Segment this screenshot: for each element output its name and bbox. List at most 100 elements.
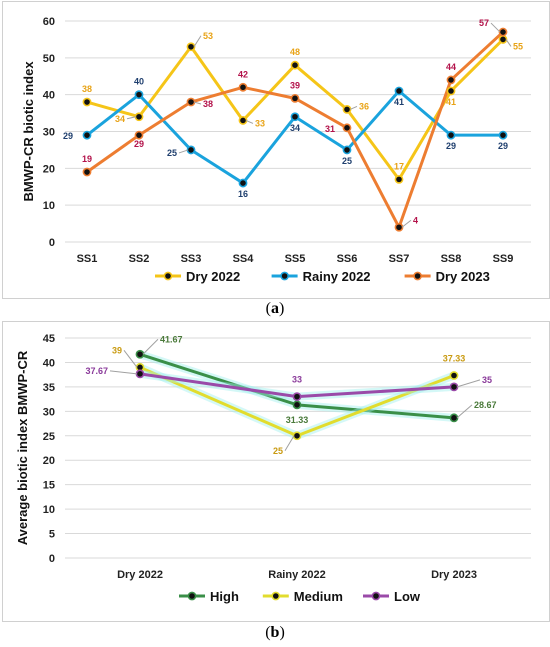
data-label: 37.67 [85, 366, 108, 376]
leader-line [505, 39, 512, 47]
data-point [446, 86, 456, 96]
data-point [290, 93, 300, 103]
data-point [394, 86, 404, 96]
legend-marker [163, 271, 173, 281]
legend-marker [413, 271, 422, 281]
data-point [135, 349, 145, 359]
x-tick-label: SS7 [389, 253, 410, 265]
legend-label: Rainy 2022 [303, 269, 371, 284]
data-label: 48 [290, 47, 300, 57]
y-tick-label: 0 [49, 237, 55, 249]
data-point [292, 431, 302, 441]
data-point [82, 97, 92, 107]
x-tick-label: SS3 [181, 253, 202, 265]
data-point [498, 27, 508, 37]
data-label: 55 [513, 41, 523, 51]
x-tick-label: SS1 [77, 253, 98, 265]
data-point [498, 35, 508, 44]
legend-label: Dry 2022 [186, 269, 240, 284]
legend-label: Dry 2023 [436, 269, 490, 284]
x-tick-label: SS2 [129, 253, 150, 265]
y-tick-label: 15 [43, 480, 55, 492]
x-tick-label: Dry 2023 [431, 569, 477, 581]
leader-line [123, 350, 138, 368]
leader-line [142, 338, 159, 355]
data-point [134, 112, 144, 122]
data-point [342, 105, 352, 114]
data-label: 29 [498, 141, 508, 151]
legend-marker [271, 591, 281, 601]
data-label: 41 [446, 97, 456, 107]
data-point [449, 413, 459, 423]
y-tick-label: 10 [43, 504, 55, 516]
data-label: 31.33 [286, 415, 309, 425]
leader-line [401, 219, 412, 228]
legend-label: Low [394, 589, 421, 604]
x-tick-label: SS4 [233, 253, 255, 265]
data-label: 25 [342, 156, 352, 166]
data-label: 4 [413, 215, 418, 225]
data-label: 35 [482, 375, 492, 385]
data-point [292, 400, 302, 410]
data-point [82, 167, 92, 177]
data-label: 41.67 [160, 334, 183, 344]
data-label: 33 [292, 375, 302, 385]
y-tick-label: 40 [43, 357, 55, 369]
y-axis-label: BMWP-CR biotic index [21, 61, 36, 202]
x-tick-label: SS5 [285, 253, 306, 265]
data-label: 38 [203, 99, 213, 109]
data-point [449, 371, 459, 380]
data-point [394, 174, 404, 184]
data-label: 38 [82, 84, 92, 94]
data-point [238, 116, 248, 125]
y-tick-label: 20 [43, 455, 55, 467]
data-point [186, 42, 196, 52]
data-point [446, 130, 456, 140]
data-point [449, 382, 459, 392]
leader-line [349, 105, 358, 110]
data-point [238, 178, 248, 188]
caption-a-letter: a [271, 300, 279, 317]
y-tick-label: 10 [43, 200, 55, 212]
leader-line [245, 119, 254, 124]
data-label: 57 [479, 18, 489, 28]
data-point [134, 130, 144, 140]
legend-label: High [210, 589, 239, 604]
data-label: 16 [238, 189, 248, 199]
leader-line [178, 149, 189, 154]
x-tick-label: Rainy 2022 [268, 569, 325, 581]
series-line-rainy-2022 [86, 89, 503, 185]
data-point [290, 60, 300, 70]
y-tick-label: 45 [43, 333, 55, 345]
legend-label: Medium [294, 589, 343, 604]
y-tick-label: 20 [43, 163, 55, 175]
data-label: 53 [203, 31, 213, 41]
data-label: 42 [238, 69, 248, 79]
data-label: 31 [325, 124, 335, 134]
leader-line [193, 35, 202, 48]
leader-line [284, 435, 295, 452]
x-tick-label: Dry 2022 [117, 569, 163, 581]
data-label: 44 [446, 62, 456, 72]
caption-b: (b) [265, 624, 285, 641]
y-tick-label: 35 [43, 382, 55, 394]
data-label: 34 [115, 114, 125, 124]
data-point [498, 130, 508, 140]
y-tick-label: 50 [43, 53, 55, 65]
data-label: 28.67 [474, 400, 497, 410]
x-tick-label: SS9 [493, 253, 514, 265]
data-label: 39 [290, 80, 300, 90]
leader-line [126, 116, 137, 120]
data-label: 39 [112, 345, 122, 355]
data-label: 19 [82, 154, 92, 164]
data-point [135, 369, 145, 379]
data-point [394, 222, 404, 232]
data-label: 33 [255, 118, 265, 128]
y-tick-label: 30 [43, 127, 55, 139]
chart-b: 0 5 10 15 20 25 30 35 40 45 Dry 2022 Rainy 2022 Dry … [15, 333, 531, 604]
chart-panel-b: 0 5 10 15 20 25 30 35 40 45 Dry 2022 Rainy 2022 Dry … [2, 321, 550, 622]
data-label: 25 [273, 446, 283, 456]
data-point [342, 145, 352, 155]
data-label: 37.33 [443, 353, 466, 363]
data-label: 29 [63, 131, 73, 141]
